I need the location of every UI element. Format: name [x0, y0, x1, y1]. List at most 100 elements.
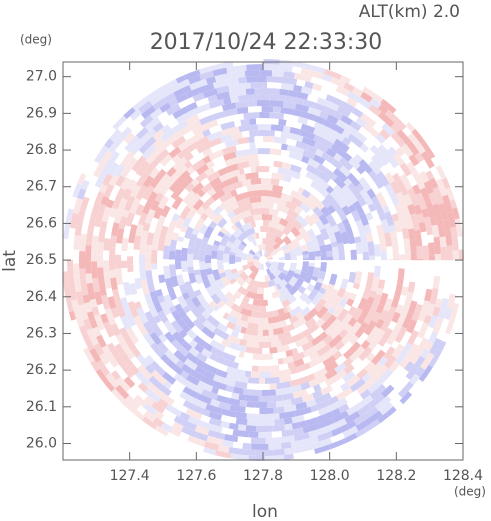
- field-cell: [303, 214, 316, 227]
- field-cell: [237, 436, 252, 444]
- field-cell: [343, 323, 353, 333]
- field-cell: [164, 277, 173, 289]
- field-cell: [431, 224, 440, 238]
- field-cell: [367, 373, 381, 386]
- field-cell: [261, 353, 274, 361]
- field-cell: [386, 246, 393, 260]
- field-cell: [255, 359, 267, 366]
- field-cell: [243, 197, 251, 205]
- field-cell: [191, 158, 206, 171]
- field-cell: [344, 124, 359, 137]
- field-cell: [398, 215, 408, 229]
- field-cell: [199, 192, 211, 203]
- field-cell: [437, 309, 446, 320]
- field-cell: [259, 159, 266, 167]
- field-cell: [436, 326, 447, 341]
- field-cell: [180, 247, 188, 261]
- field-cell: [226, 314, 238, 325]
- field-cell: [291, 351, 306, 362]
- field-cell: [196, 293, 207, 305]
- field-cell: [315, 318, 326, 328]
- field-cell: [113, 164, 126, 178]
- field-cell: [258, 275, 265, 283]
- field-cell: [358, 394, 374, 408]
- altitude: ALT(km) 2.0: [359, 2, 460, 22]
- field-cell: [360, 321, 369, 330]
- field-cell: [303, 373, 316, 383]
- field-cell: [140, 128, 157, 144]
- field-cell: [348, 157, 361, 170]
- field-cell: [139, 114, 154, 128]
- field-cell: [399, 162, 412, 177]
- field-cell: [188, 221, 196, 229]
- field-cell: [243, 352, 254, 360]
- field-cell: [207, 273, 214, 279]
- field-cell: [244, 227, 256, 237]
- field-cell: [381, 122, 395, 136]
- field-cell: [235, 185, 248, 195]
- field-cell: [179, 205, 192, 221]
- field-cell: [171, 298, 180, 307]
- field-cell: [206, 435, 224, 446]
- field-cell: [146, 382, 157, 392]
- field-cell: [450, 280, 458, 295]
- field-cell: [313, 367, 328, 379]
- field-cell: [215, 450, 232, 459]
- field-cell: [192, 318, 206, 331]
- field-cell: [134, 301, 142, 310]
- field-cell: [324, 327, 333, 336]
- field-cell: [129, 184, 141, 198]
- field-cell: [440, 298, 449, 312]
- field-cell: [199, 269, 209, 282]
- field-cell: [204, 167, 215, 177]
- field-cell: [303, 410, 320, 421]
- field-cell: [68, 227, 76, 242]
- field-cell: [73, 235, 81, 250]
- field-cell: [325, 147, 337, 158]
- field-cell: [255, 383, 270, 391]
- field-cell: [160, 205, 171, 218]
- field-cell: [292, 219, 303, 231]
- field-cell: [248, 297, 254, 305]
- field-cell: [306, 119, 316, 128]
- field-cell: [317, 171, 331, 184]
- field-cell: [160, 124, 172, 134]
- field-cell: [274, 130, 282, 138]
- field-cell: [321, 291, 332, 302]
- field-cell: [301, 155, 310, 164]
- field-cell: [272, 310, 279, 317]
- field-cell: [263, 329, 269, 337]
- field-cell: [307, 193, 318, 204]
- field-cell: [143, 410, 157, 423]
- field-cell: [325, 185, 335, 194]
- field-cell: [340, 336, 350, 345]
- field-cell: [252, 298, 262, 306]
- field-cell: [401, 301, 411, 314]
- field-cell: [215, 278, 226, 290]
- field-cell: [231, 113, 244, 122]
- field-cell: [201, 301, 215, 315]
- field-cell: [172, 421, 184, 432]
- field-cell: [264, 184, 273, 191]
- field-cell: [155, 288, 163, 297]
- field-cell: [351, 287, 359, 295]
- field-cell: [175, 240, 183, 250]
- field-cell: [82, 294, 90, 304]
- field-cell: [452, 207, 460, 220]
- field-cell: [200, 333, 213, 345]
- field-cell: [279, 59, 298, 67]
- field-cell: [258, 153, 268, 161]
- field-cell: [377, 412, 390, 424]
- field-cell: [123, 376, 136, 389]
- field-cell: [202, 279, 212, 289]
- field-cell: [128, 230, 136, 244]
- field-cell: [197, 108, 213, 120]
- field-cell: [139, 337, 152, 352]
- field-cell: [165, 143, 176, 154]
- field-cell: [270, 124, 284, 132]
- field-cell: [300, 111, 316, 121]
- field-cell: [308, 262, 315, 267]
- field-cell: [248, 272, 257, 281]
- field-cell: [210, 142, 227, 154]
- field-cell: [202, 147, 213, 158]
